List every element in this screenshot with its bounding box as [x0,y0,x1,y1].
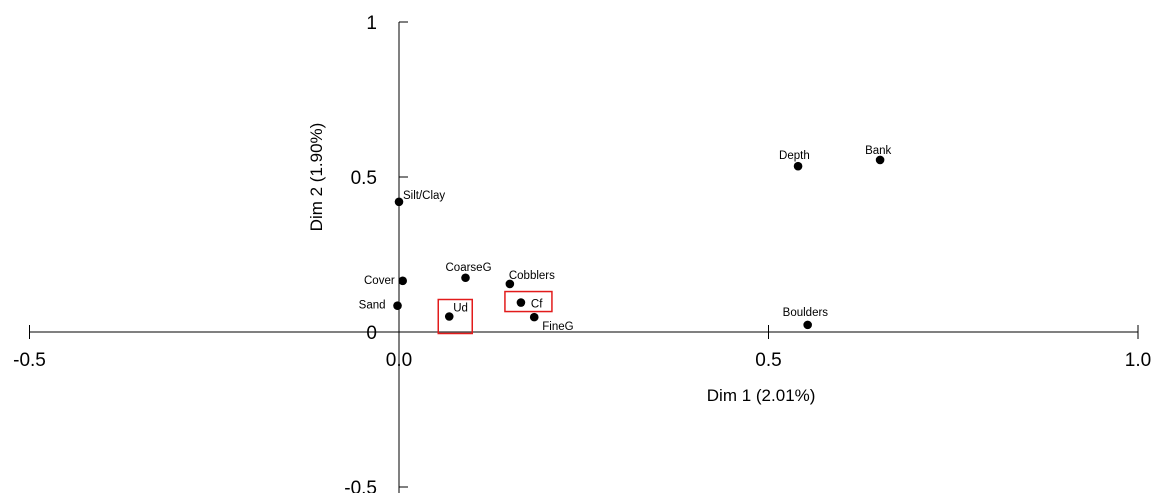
point-cobblers [505,279,515,289]
point-label-coarseg: CoarseG [446,262,492,274]
point-label-silt-clay: Silt/Clay [403,190,445,202]
point-label-ud: Ud [453,303,468,315]
highlight-boxes [437,290,553,335]
point-boulders [803,320,812,330]
ticks: -0.5 0.5 1.0 0.0 -0.5 0.5 1 0 [13,13,1151,493]
point-label-depth: Depth [779,150,810,162]
y-tick-label: 0.5 [351,168,377,189]
y-tick-label: 0 [366,323,377,344]
point-cover [398,276,407,286]
point-depth [793,161,803,171]
point-label-bank: Bank [865,145,891,157]
highlight-box-ud [437,298,474,335]
axes [29,22,1138,493]
point-ud [444,312,454,321]
point-silt-clay [394,197,404,207]
point-bank [875,155,885,165]
x-tick-label: 1.0 [1125,350,1151,371]
y-tick-label: -0.5 [344,478,377,493]
x-tick-label: 0.0 [386,350,412,371]
x-axis-title: Dim 1 (2.01%) [707,386,816,405]
x-tick-label: -0.5 [13,350,46,371]
y-tick-label: 1 [366,13,377,34]
point-sand [393,301,402,310]
point-label-cover: Cover [364,275,395,287]
point-fineg [529,312,539,322]
point-cf [516,298,526,307]
point-label-cf: Cf [531,299,543,311]
highlight-box-cf [504,290,553,313]
point-label-fineg: FineG [542,321,573,333]
x-tick-label: 0.5 [755,350,781,371]
point-label-boulders: Boulders [783,307,829,319]
point-label-sand: Sand [359,300,386,312]
point-label-cobblers: Cobblers [509,270,555,282]
point-coarseg [461,273,470,283]
data-points: Silt/Clay Cover Sand CoarseG Cobblers Ud Cf Fin… [359,145,892,333]
y-axis-title: Dim 2 (1.90%) [307,123,326,232]
